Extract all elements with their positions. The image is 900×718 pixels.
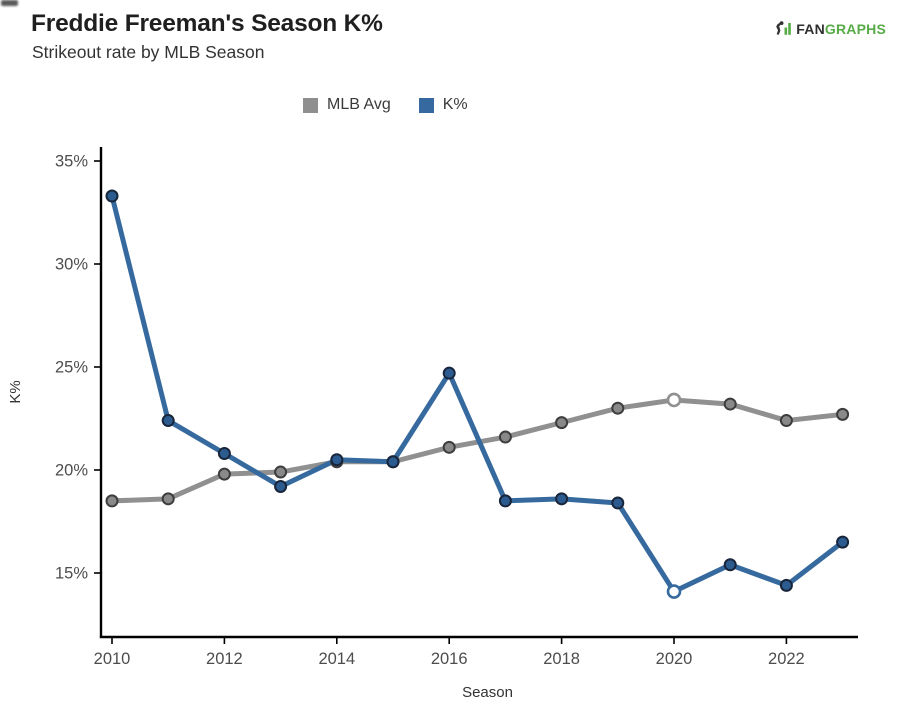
x-tick-label: 2012 — [206, 650, 243, 668]
chart-subtitle: Strikeout rate by MLB Season — [32, 42, 265, 62]
data-point-mlb-avg-2011[interactable] — [161, 492, 175, 506]
data-point-k--2011[interactable] — [161, 414, 175, 428]
logo-fan-text: FAN — [796, 21, 825, 37]
kpct-swatch-icon — [418, 97, 434, 113]
page-title: Freddie Freeman's Season K% — [31, 10, 383, 37]
y-tick-label: 25% — [55, 359, 88, 377]
data-point-mlb-avg-2012[interactable] — [217, 467, 231, 481]
series-line-k- — [109, 193, 846, 595]
legend-label-mlb-avg: MLB Avg — [327, 96, 391, 113]
data-point-k--2023[interactable] — [836, 535, 850, 549]
x-tick-label: 2014 — [318, 650, 355, 668]
logo-graphs-text: GRAPHS — [824, 21, 886, 37]
y-axis-title: K% — [7, 380, 24, 403]
chart-header: Freddie Freeman's Season K% Strikeout ra… — [31, 10, 383, 63]
mlb-avg-swatch-icon — [303, 97, 318, 113]
fangraphs-batter-icon — [776, 21, 792, 35]
y-tick-label: 20% — [55, 462, 88, 480]
x-tick-label: 2010 — [94, 650, 131, 668]
data-point-k--2012[interactable] — [217, 447, 231, 461]
data-point-mlb-avg-2013[interactable] — [274, 465, 288, 479]
x-tick-label: 2018 — [543, 650, 580, 668]
data-point-mlb-avg-2021[interactable] — [723, 397, 737, 411]
fangraphs-logo[interactable]: FANGRAPHS — [774, 20, 886, 38]
data-point-mlb-avg-2017[interactable] — [498, 430, 512, 444]
data-point-k--2013[interactable] — [274, 479, 288, 493]
data-point-mlb-avg-2020[interactable] — [666, 392, 682, 408]
legend-item-kpct: K% — [418, 96, 468, 114]
y-tick-label: 15% — [55, 565, 88, 583]
data-point-k--2018[interactable] — [555, 492, 569, 506]
fangraphs-wordmark: FANGRAPHS — [796, 21, 886, 37]
data-point-mlb-avg-2023[interactable] — [836, 407, 850, 421]
data-point-k--2022[interactable] — [779, 578, 793, 592]
y-tick-label: 35% — [55, 153, 88, 171]
data-point-k--2021[interactable] — [723, 558, 737, 572]
corner-artifact — [1, 0, 18, 6]
data-point-mlb-avg-2016[interactable] — [442, 440, 456, 454]
data-point-mlb-avg-2018[interactable] — [555, 416, 569, 430]
data-point-mlb-avg-2022[interactable] — [779, 414, 793, 428]
data-point-mlb-avg-2010[interactable] — [105, 494, 119, 508]
x-tick-label: 2022 — [768, 650, 805, 668]
data-point-k--2020[interactable] — [666, 584, 682, 599]
data-point-k--2017[interactable] — [498, 494, 512, 508]
data-point-k--2015[interactable] — [386, 455, 400, 469]
data-point-k--2010[interactable] — [105, 189, 119, 203]
legend-item-mlb-avg: MLB Avg — [303, 96, 391, 114]
data-point-k--2016[interactable] — [442, 366, 456, 380]
data-point-k--2014[interactable] — [330, 453, 344, 467]
legend-label-kpct: K% — [442, 96, 468, 113]
legend: MLB Avg K% — [303, 96, 468, 114]
x-tick-label: 2016 — [431, 650, 468, 668]
data-point-k--2019[interactable] — [611, 496, 625, 510]
x-tick-label: 2020 — [656, 650, 693, 668]
data-point-mlb-avg-2019[interactable] — [611, 401, 625, 415]
x-axis-title: Season — [462, 684, 513, 701]
y-tick-label: 30% — [55, 256, 88, 274]
